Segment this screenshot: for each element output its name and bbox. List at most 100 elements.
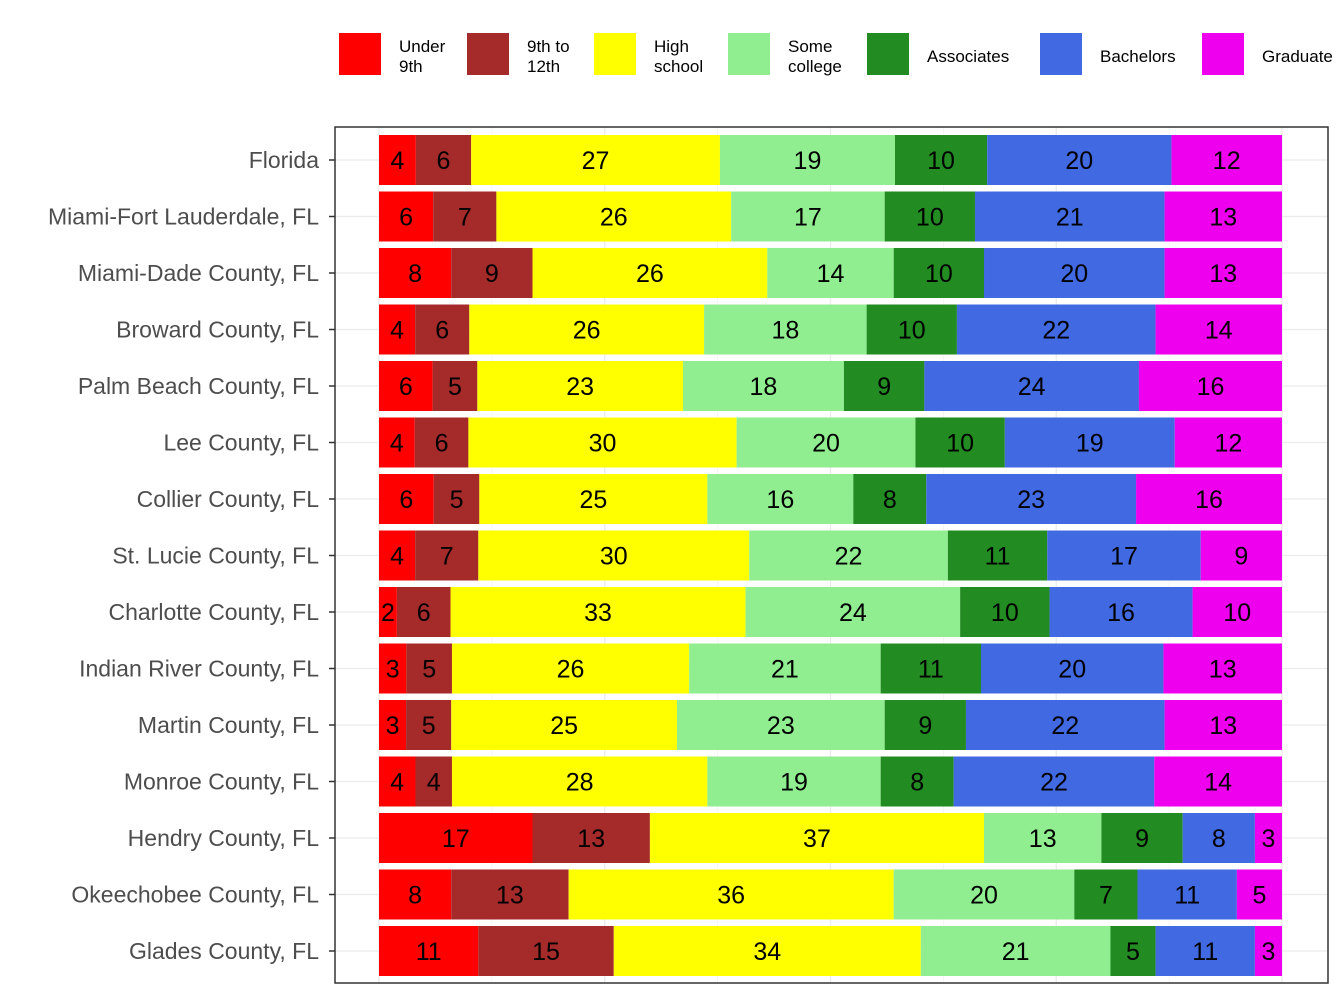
y-tick-label: Palm Beach County, FL xyxy=(78,373,319,399)
bar-segment-associates xyxy=(843,361,925,411)
value-label: 3 xyxy=(1262,825,1276,853)
value-label: 23 xyxy=(1017,486,1045,514)
bar-segment-high-school xyxy=(613,926,921,976)
bar-row-florida: 4 6 27 19 10 20 12 xyxy=(379,135,1282,185)
value-label: 18 xyxy=(750,373,778,401)
bar-segment-under-9th xyxy=(379,191,434,242)
bar-segment-bachelors xyxy=(984,248,1165,298)
value-label: 23 xyxy=(566,373,594,401)
value-label: 7 xyxy=(458,204,472,232)
bar-segment-some-college xyxy=(707,756,881,807)
bar-segment-under-9th xyxy=(379,361,433,411)
bar-segment-under-9th xyxy=(379,474,434,524)
value-label: 20 xyxy=(1065,147,1093,175)
bar-segment-9th-to-12th xyxy=(415,530,479,581)
value-label: 9 xyxy=(1234,543,1248,571)
bar-segment-9th-to-12th xyxy=(432,361,478,411)
bar-segment-bachelors xyxy=(956,304,1156,355)
bar-segment-associates xyxy=(1110,926,1156,976)
bar-segment-bachelors xyxy=(924,361,1139,411)
y-tick-label: Glades County, FL xyxy=(129,938,319,964)
value-label: 7 xyxy=(440,543,454,571)
bar-segment-under-9th xyxy=(379,926,479,976)
bar-segment-graduate xyxy=(1155,304,1282,355)
bar-segment-high-school xyxy=(496,191,732,242)
y-tick-label: Broward County, FL xyxy=(116,317,319,343)
bar-segment-graduate xyxy=(1164,191,1282,242)
y-tick-label: Miami-Fort Lauderdale, FL xyxy=(48,204,319,230)
bar-segment-9th-to-12th xyxy=(406,643,452,694)
legend-label: Some xyxy=(788,37,832,56)
bar-segment-9th-to-12th xyxy=(396,587,451,637)
value-label: 24 xyxy=(839,599,867,627)
value-label: 23 xyxy=(767,712,795,740)
value-label: 13 xyxy=(1029,825,1057,853)
bar-segment-under-9th xyxy=(379,756,416,807)
value-label: 19 xyxy=(1076,430,1104,458)
value-label: 30 xyxy=(600,543,628,571)
legend-key xyxy=(728,33,770,75)
value-label: 14 xyxy=(817,260,845,288)
bar-segment-associates xyxy=(1101,813,1183,863)
value-label: 22 xyxy=(1040,769,1068,797)
bar-segment-associates xyxy=(947,530,1048,581)
bar-row-palm-beach-county-fl: 6 5 23 18 9 24 16 xyxy=(379,361,1282,411)
legend-label: Bachelors xyxy=(1100,47,1176,66)
bar-segment-under-9th xyxy=(379,643,407,694)
bar-segment-some-college xyxy=(745,587,961,637)
bar-segment-9th-to-12th xyxy=(406,700,452,750)
bar-row-monroe-county-fl: 4 4 28 19 8 22 14 xyxy=(379,756,1282,807)
bar-row-lee-county-fl: 4 6 30 20 10 19 12 xyxy=(379,417,1282,468)
value-label: 4 xyxy=(427,769,441,797)
y-tick-label: Charlotte County, FL xyxy=(108,599,319,625)
value-label: 34 xyxy=(753,938,781,966)
legend-label: 9th to xyxy=(527,37,570,56)
bar-segment-bachelors xyxy=(981,643,1164,694)
value-label: 4 xyxy=(390,147,404,175)
legend-key xyxy=(1202,33,1244,75)
bar-segment-some-college xyxy=(676,700,885,750)
bar-segment-graduate xyxy=(1192,587,1282,637)
value-label: 36 xyxy=(717,882,745,910)
bar-segment-high-school xyxy=(479,474,708,524)
bar-segment-bachelors xyxy=(1137,869,1237,920)
bar-segment-associates xyxy=(893,248,985,298)
value-label: 21 xyxy=(1002,938,1030,966)
bar-segment-9th-to-12th xyxy=(433,191,497,242)
bar-segment-9th-to-12th xyxy=(433,474,480,524)
bar-segment-some-college xyxy=(719,135,895,185)
legend-label: college xyxy=(788,57,842,76)
legend-label: High xyxy=(654,37,689,56)
bar-segment-associates xyxy=(884,191,975,242)
value-label: 30 xyxy=(589,430,617,458)
value-label: 21 xyxy=(771,656,799,684)
value-label: 9 xyxy=(1135,825,1149,853)
bar-segment-some-college xyxy=(707,474,854,524)
bar-segment-bachelors xyxy=(987,135,1172,185)
value-label: 25 xyxy=(550,712,578,740)
value-label: 27 xyxy=(582,147,610,175)
value-label: 10 xyxy=(991,599,1019,627)
legend-key xyxy=(339,33,381,75)
value-label: 8 xyxy=(408,260,422,288)
bar-segment-9th-to-12th xyxy=(415,304,470,355)
bar-segment-graduate xyxy=(1164,248,1282,298)
value-label: 4 xyxy=(390,543,404,571)
bar-segment-9th-to-12th xyxy=(532,813,650,863)
bar-segment-associates xyxy=(895,135,988,185)
y-tick-label: Okeechobee County, FL xyxy=(71,882,319,908)
bar-segment-some-college xyxy=(893,869,1075,920)
value-label: 5 xyxy=(450,486,464,514)
value-label: 17 xyxy=(442,825,470,853)
value-label: 11 xyxy=(1192,938,1218,966)
value-label: 10 xyxy=(925,260,953,288)
bar-segment-graduate xyxy=(1138,361,1282,411)
bar-segment-under-9th xyxy=(379,135,416,185)
value-label: 9 xyxy=(877,373,891,401)
bar-segment-graduate xyxy=(1136,474,1282,524)
value-label: 19 xyxy=(794,147,822,175)
value-label: 13 xyxy=(577,825,605,853)
legend-key xyxy=(867,33,909,75)
